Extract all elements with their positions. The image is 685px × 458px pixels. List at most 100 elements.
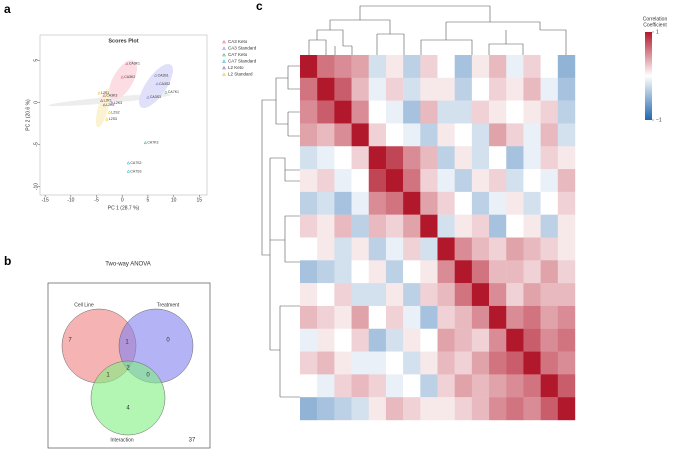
heatmap-cell: [489, 214, 507, 238]
heatmap-cell: [334, 237, 352, 261]
heatmap-cell: [385, 283, 404, 307]
heatmap-cell: [300, 351, 318, 375]
heatmap-cell: [471, 283, 490, 307]
heatmap-cell: [420, 191, 438, 215]
y-tick-label: 5: [33, 59, 39, 62]
point-label: CA3S2: [159, 82, 170, 86]
heatmap-cell: [523, 214, 541, 238]
heatmap-cell: [454, 283, 473, 307]
heatmap-cell: [523, 351, 541, 375]
heatmap-cell: [317, 305, 335, 329]
heatmap-cell: [506, 169, 524, 193]
heatmap-cell: [368, 123, 387, 147]
heatmap-cell: [300, 397, 318, 421]
heatmap-cell: [317, 260, 335, 284]
heatmap-cell: [368, 374, 387, 398]
heatmap-cell: [471, 55, 490, 79]
heatmap-cell: [506, 305, 524, 329]
heatmap-cell: [385, 305, 404, 329]
x-tick-label: -15: [42, 197, 49, 203]
heatmap-cell: [557, 328, 576, 352]
heatmap-cell: [403, 55, 421, 79]
heatmap-cell: [557, 77, 576, 101]
colorbar-tick-label: −1: [656, 117, 662, 123]
heatmap-cell: [489, 397, 507, 421]
heatmap-cell: [368, 169, 387, 193]
heatmap-cell: [334, 305, 352, 329]
heatmap-cell: [351, 214, 369, 238]
colorbar-tick-label: 1: [656, 29, 659, 35]
heatmap-cell: [471, 123, 490, 147]
ellipse: [138, 63, 174, 109]
heatmap-cell: [420, 214, 438, 238]
point: [126, 161, 131, 165]
heatmap-cell: [523, 55, 541, 79]
set-label: Cell Line: [74, 302, 94, 308]
heatmap-cell: [420, 146, 438, 170]
region-count: 1: [106, 373, 110, 379]
heatmap-cell: [489, 169, 507, 193]
point-label: L2S1: [101, 91, 109, 95]
legend-label: L2 Standard: [228, 72, 253, 77]
point-label: CA3S3: [150, 95, 161, 99]
heatmap-cell: [540, 55, 559, 79]
heatmap-cell: [454, 123, 473, 147]
legend-label: CA7 Keto: [228, 52, 248, 57]
heatmap-cell: [420, 237, 438, 261]
heatmap-cell: [506, 77, 524, 101]
heatmap-cell: [300, 237, 318, 261]
region-count: 0: [146, 373, 150, 379]
legend-marker: [222, 72, 226, 76]
heatmap-cell: [454, 374, 473, 398]
heatmap-cell: [317, 169, 335, 193]
heatmap-cell: [489, 351, 507, 375]
heatmap-cell: [454, 55, 473, 79]
heatmap-cell: [420, 328, 438, 352]
heatmap-cell: [403, 237, 421, 261]
point-label: L2K2: [106, 103, 114, 107]
heatmap-cell: [437, 123, 455, 147]
colorbar: [645, 32, 652, 120]
heatmap-cell: [437, 191, 455, 215]
point: [107, 110, 112, 114]
heatmap-cell: [437, 305, 455, 329]
heatmap-cell: [489, 328, 507, 352]
legend-label: CA7 Standard: [228, 59, 257, 64]
heatmap-cell: [557, 237, 576, 261]
heatmap-cell: [506, 374, 524, 398]
y-tick-label: 0: [33, 101, 39, 104]
heatmap-cell: [420, 351, 438, 375]
heatmap-cell: [523, 169, 541, 193]
heatmap-cell: [471, 328, 490, 352]
heatmap-cell: [471, 146, 490, 170]
heatmap-cell: [523, 77, 541, 101]
heatmap-cell: [351, 351, 369, 375]
legend-marker: [222, 39, 226, 44]
heatmap-cell: [454, 100, 473, 124]
venn-frame: [47, 282, 211, 449]
heatmap-cell: [471, 260, 490, 284]
heatmap-cell: [523, 191, 541, 215]
heatmap-cell: [368, 77, 387, 101]
heatmap-cell: [471, 305, 490, 329]
heatmap-cell: [540, 237, 559, 261]
heatmap-cell: [317, 55, 335, 79]
heatmap-cell: [351, 305, 369, 329]
point-label: L2S3: [109, 117, 117, 121]
heatmap-cell: [385, 328, 404, 352]
heatmap-cell: [334, 260, 352, 284]
heatmap-cell: [506, 100, 524, 124]
heatmap-cell: [489, 100, 507, 124]
point-label: CA3K2: [124, 75, 135, 79]
heatmap-cell: [471, 77, 490, 101]
set-label: Interaction: [110, 437, 134, 443]
legend-marker: [222, 65, 226, 70]
point-label: CA7K1: [168, 90, 179, 94]
heatmap-cell: [523, 283, 541, 307]
point-label: CA3S1: [158, 73, 169, 77]
heatmap-cell: [334, 374, 352, 398]
heatmap-cell: [540, 260, 559, 284]
heatmap-cell: [540, 351, 559, 375]
heatmap-cell: [489, 77, 507, 101]
